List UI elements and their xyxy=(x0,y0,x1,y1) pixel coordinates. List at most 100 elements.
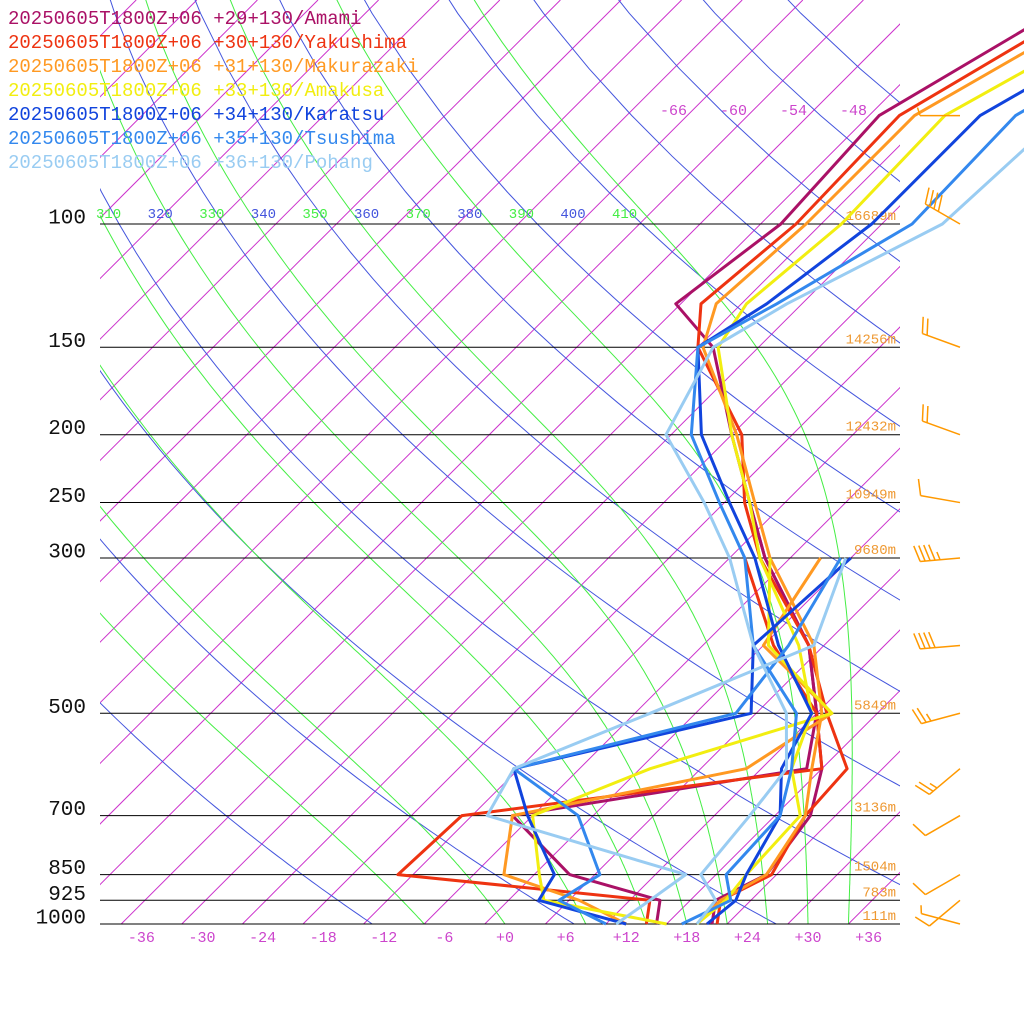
dry-adiabat-line xyxy=(702,0,900,183)
legend-item-tsushima: 20250605T1800Z+06 +35+130/Tsushima xyxy=(8,128,396,150)
upper-temperature-label: -66 xyxy=(660,103,687,120)
theta-label: 310 xyxy=(96,207,121,223)
isotherm-line xyxy=(100,0,440,340)
height-label: 10949m xyxy=(846,488,896,504)
height-label: 12432m xyxy=(846,420,896,436)
wind-barb xyxy=(913,544,961,563)
upper-temperature-label: -54 xyxy=(780,103,807,120)
wind-barb xyxy=(911,707,961,725)
wind-barb xyxy=(921,316,961,348)
temperature-line-pohang xyxy=(664,147,1024,925)
moist-adiabat-line xyxy=(100,612,425,924)
height-label: 5849m xyxy=(854,698,896,714)
height-label: 9680m xyxy=(854,543,896,559)
dry-adiabat-line xyxy=(100,187,900,886)
soundings xyxy=(396,28,1024,926)
dewpoint-line-karatsu xyxy=(512,556,852,926)
temperature-line-amami xyxy=(674,28,1024,925)
isotherm-line xyxy=(100,0,258,159)
pressure-label: 925 xyxy=(48,884,86,907)
temperature-tick-label: +18 xyxy=(673,930,700,947)
isotherm-line xyxy=(100,0,864,765)
temperature-tick-label: -12 xyxy=(370,930,397,947)
wind-barb xyxy=(914,768,961,796)
pressure-label: 1000 xyxy=(36,908,86,931)
wind-barb xyxy=(912,814,961,837)
legend-item-amami: 20250605T1800Z+06 +29+130/Amami xyxy=(8,8,361,30)
isotherm-line xyxy=(100,0,561,462)
dry-adiabat-line xyxy=(363,0,900,513)
temperature-tick-label: -6 xyxy=(435,930,453,947)
wind-barb xyxy=(913,631,961,650)
isotherm-line xyxy=(970,0,1024,924)
temperature-tick-label: +30 xyxy=(794,930,821,947)
temperature-tick-label: -30 xyxy=(188,930,215,947)
dewpoint-line-tsushima xyxy=(512,557,842,926)
legend-item-karatsu: 20250605T1800Z+06 +34+130/Karatsu xyxy=(8,104,384,126)
theta-label: 410 xyxy=(612,207,637,223)
upper-temperature-label: -48 xyxy=(840,103,867,120)
isotherm-line xyxy=(545,568,900,924)
temperature-line-makurazaki xyxy=(695,50,1024,926)
theta-label: 380 xyxy=(457,207,482,223)
isotherm-line xyxy=(848,871,900,924)
temperature-line-amakusa xyxy=(695,69,1024,926)
height-label: 783m xyxy=(862,885,896,901)
theta-label: 340 xyxy=(251,207,276,223)
temperature-tick-label: -36 xyxy=(128,930,155,947)
temperature-line-yakushima xyxy=(696,40,1024,925)
temperature-tick-label: -24 xyxy=(249,930,276,947)
wind-barb xyxy=(912,873,961,896)
temperature-axis: -36 -30 -24 -18 -12 -6 +0 +6 +12 +18 +24 +30 +36 xyxy=(128,930,882,947)
isotherm-line xyxy=(181,205,900,924)
isotherm-line xyxy=(100,0,319,219)
legend-item-amakusa: 20250605T1800Z+06 +33+130/Amakusa xyxy=(8,80,384,102)
temperature-tick-label: +6 xyxy=(557,930,575,947)
pressure-label: 500 xyxy=(48,697,86,720)
theta-label: 370 xyxy=(406,207,431,223)
dry-adiabat-line xyxy=(448,0,900,427)
isotherm-line xyxy=(100,0,804,704)
wind-barb xyxy=(914,899,961,927)
isotherm-line xyxy=(242,265,900,924)
theta-label: 330 xyxy=(199,207,224,223)
dry-adiabat-line xyxy=(100,702,374,924)
height-label: 111m xyxy=(862,909,896,925)
isotherm-line xyxy=(302,326,900,924)
height-label: 3136m xyxy=(854,801,896,817)
temperature-tick-label: +0 xyxy=(496,930,514,947)
isotherm-line xyxy=(100,0,379,280)
pressure-label: 300 xyxy=(48,541,86,564)
isotherm-line xyxy=(787,811,900,924)
wind-barb xyxy=(924,187,961,225)
wind-barb xyxy=(917,478,961,504)
height-label: 14256m xyxy=(846,332,896,348)
temperature-tick-label: +24 xyxy=(734,930,761,947)
isotherm-line xyxy=(120,144,900,924)
dry-adiabat-line xyxy=(194,0,900,692)
theta-label: 350 xyxy=(302,207,327,223)
isotherm-line xyxy=(100,0,743,643)
pressure-label: 100 xyxy=(48,208,86,231)
temperature-tick-label: +12 xyxy=(613,930,640,947)
theta-label: 360 xyxy=(354,207,379,223)
theta-labels: 310 320 330 340 350 360 370 380 390 400 410 xyxy=(96,207,637,223)
isotherm-line xyxy=(100,0,622,522)
legend: 20250605T1800Z+06 +29+130/Amami 20250605… xyxy=(8,8,418,174)
dewpoint-line-pohang xyxy=(485,557,848,926)
pressure-label: 150 xyxy=(48,331,86,354)
pressure-label: 200 xyxy=(48,418,86,441)
theta-label: 400 xyxy=(560,207,585,223)
upper-temperature-label: -60 xyxy=(720,103,747,120)
temperature-line-tsushima xyxy=(681,108,1024,926)
isotherm-line xyxy=(484,508,900,924)
isotherm-line xyxy=(423,447,900,924)
isotherm-line xyxy=(605,629,900,924)
wind-barb xyxy=(921,404,961,436)
isotherm-line xyxy=(100,83,900,886)
moist-adiabat-line xyxy=(100,505,506,924)
pressure-label: 700 xyxy=(48,799,86,822)
temperature-tick-label: +36 xyxy=(855,930,882,947)
